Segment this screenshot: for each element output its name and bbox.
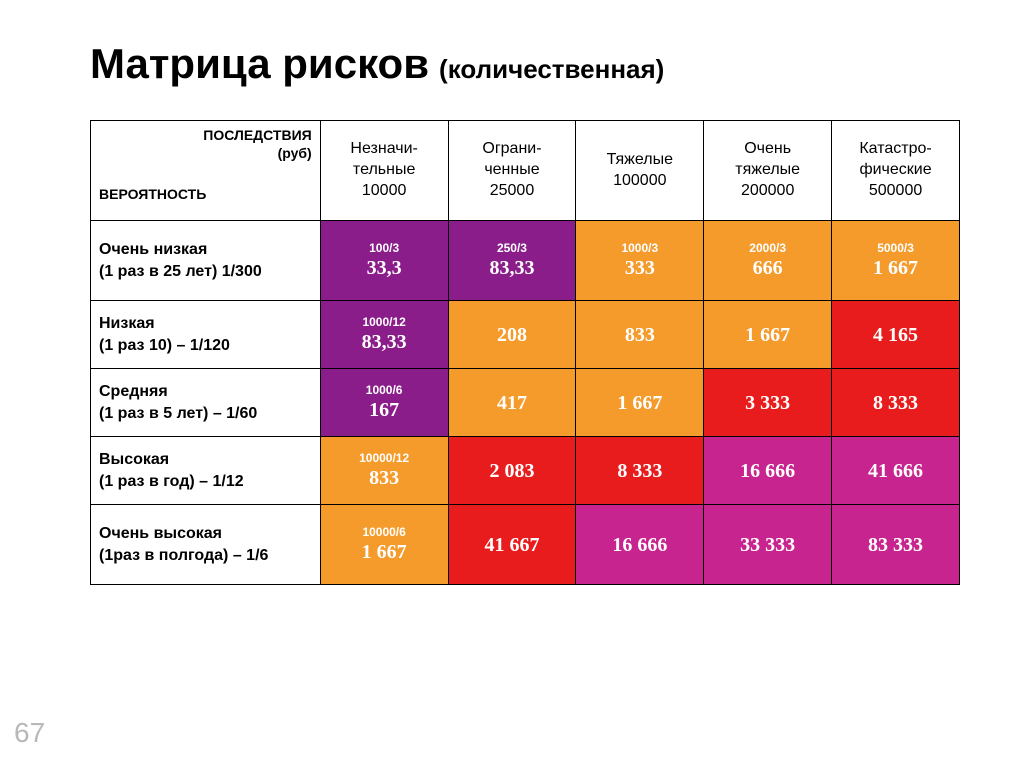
- cell-value: 41 666: [834, 460, 957, 482]
- cell-fraction: 5000/3: [834, 242, 957, 255]
- cell-value: 3 333: [706, 392, 829, 414]
- matrix-cell: 833: [576, 301, 704, 369]
- matrix-cell: 208: [448, 301, 576, 369]
- cell-fraction: 10000/12: [323, 452, 446, 465]
- corner-top-label: ПОСЛЕДСТВИЯ (руб): [99, 127, 312, 162]
- risk-matrix-table: ПОСЛЕДСТВИЯ (руб) ВЕРОЯТНОСТЬ Незначи-те…: [90, 120, 960, 585]
- cell-value: 417: [451, 392, 574, 414]
- row-label: Высокая(1 раз в год) – 1/12: [91, 437, 321, 505]
- matrix-cell: 83 333: [832, 505, 960, 585]
- cell-fraction: 1000/6: [323, 384, 446, 397]
- matrix-cell: 417: [448, 369, 576, 437]
- matrix-cell: 41 666: [832, 437, 960, 505]
- corner-header: ПОСЛЕДСТВИЯ (руб) ВЕРОЯТНОСТЬ: [91, 121, 321, 221]
- matrix-cell: 10000/6 1 667: [320, 505, 448, 585]
- column-header: Незначи-тельные10000: [320, 121, 448, 221]
- cell-value: 666: [706, 257, 829, 279]
- cell-value: 1 667: [323, 541, 446, 563]
- row-label: Низкая(1 раз 10) – 1/120: [91, 301, 321, 369]
- cell-value: 83,33: [451, 257, 574, 279]
- cell-fraction: 1000/3: [578, 242, 701, 255]
- matrix-cell: 10000/12 833: [320, 437, 448, 505]
- table-row: Очень низкая(1 раз в 25 лет) 1/300100/3 3…: [91, 221, 960, 301]
- cell-value: 33 333: [706, 534, 829, 556]
- matrix-cell: 16 666: [576, 505, 704, 585]
- cell-value: 1 667: [706, 324, 829, 346]
- currency-label: (руб): [278, 145, 312, 161]
- matrix-cell: 1000/3 333: [576, 221, 704, 301]
- matrix-cell: 1000/12 83,33: [320, 301, 448, 369]
- cell-value: 4 165: [834, 324, 957, 346]
- column-header: Катастро-фические500000: [832, 121, 960, 221]
- page-title: Матрица рисков: [90, 40, 429, 88]
- cell-value: 2 083: [451, 460, 574, 482]
- cell-fraction: 2000/3: [706, 242, 829, 255]
- table-body: Очень низкая(1 раз в 25 лет) 1/300100/3 3…: [91, 221, 960, 585]
- matrix-cell: 2 083: [448, 437, 576, 505]
- matrix-cell: 3 333: [704, 369, 832, 437]
- column-header: Тяжелые100000: [576, 121, 704, 221]
- slide-container: Матрица рисков (количественная) ПОСЛЕДСТ…: [0, 0, 1024, 585]
- page-number: 67: [14, 717, 45, 749]
- matrix-cell: 1 667: [576, 369, 704, 437]
- cell-fraction: 1000/12: [323, 316, 446, 329]
- table-row: Низкая(1 раз 10) – 1/1201000/12 83,332088…: [91, 301, 960, 369]
- cell-value: 8 333: [834, 392, 957, 414]
- matrix-cell: 1000/6 167: [320, 369, 448, 437]
- cell-value: 833: [323, 467, 446, 489]
- cell-value: 1 667: [578, 392, 701, 414]
- page-subtitle: (количественная): [439, 54, 664, 85]
- row-label: Очень высокая(1раз в полгода) – 1/6: [91, 505, 321, 585]
- matrix-cell: 16 666: [704, 437, 832, 505]
- row-label: Очень низкая(1 раз в 25 лет) 1/300: [91, 221, 321, 301]
- probability-label: ВЕРОЯТНОСТЬ: [99, 186, 312, 202]
- table-row: Средняя (1 раз в 5 лет) – 1/601000/6 1674…: [91, 369, 960, 437]
- matrix-cell: 5000/3 1 667: [832, 221, 960, 301]
- cell-value: 333: [578, 257, 701, 279]
- table-row: Высокая(1 раз в год) – 1/1210000/12 8332 …: [91, 437, 960, 505]
- matrix-cell: 100/3 33,3: [320, 221, 448, 301]
- matrix-cell: 250/3 83,33: [448, 221, 576, 301]
- matrix-cell: 2000/3 666: [704, 221, 832, 301]
- column-header: Оченьтяжелые200000: [704, 121, 832, 221]
- cell-value: 167: [323, 399, 446, 421]
- matrix-cell: 8 333: [576, 437, 704, 505]
- matrix-cell: 8 333: [832, 369, 960, 437]
- column-header: Ограни-ченные25000: [448, 121, 576, 221]
- table-head: ПОСЛЕДСТВИЯ (руб) ВЕРОЯТНОСТЬ Незначи-те…: [91, 121, 960, 221]
- cell-value: 33,3: [323, 257, 446, 279]
- cell-value: 208: [451, 324, 574, 346]
- table-row: Очень высокая(1раз в полгода) – 1/610000…: [91, 505, 960, 585]
- cell-value: 83,33: [323, 331, 446, 353]
- cell-fraction: 10000/6: [323, 526, 446, 539]
- cell-value: 16 666: [706, 460, 829, 482]
- consequences-label: ПОСЛЕДСТВИЯ: [203, 127, 311, 143]
- matrix-cell: 1 667: [704, 301, 832, 369]
- cell-value: 8 333: [578, 460, 701, 482]
- cell-fraction: 100/3: [323, 242, 446, 255]
- matrix-cell: 41 667: [448, 505, 576, 585]
- cell-value: 83 333: [834, 534, 957, 556]
- cell-value: 1 667: [834, 257, 957, 279]
- matrix-cell: 4 165: [832, 301, 960, 369]
- cell-fraction: 250/3: [451, 242, 574, 255]
- header-row: ПОСЛЕДСТВИЯ (руб) ВЕРОЯТНОСТЬ Незначи-те…: [91, 121, 960, 221]
- cell-value: 16 666: [578, 534, 701, 556]
- matrix-cell: 33 333: [704, 505, 832, 585]
- title-row: Матрица рисков (количественная): [90, 40, 976, 88]
- cell-value: 833: [578, 324, 701, 346]
- row-label: Средняя (1 раз в 5 лет) – 1/60: [91, 369, 321, 437]
- cell-value: 41 667: [451, 534, 574, 556]
